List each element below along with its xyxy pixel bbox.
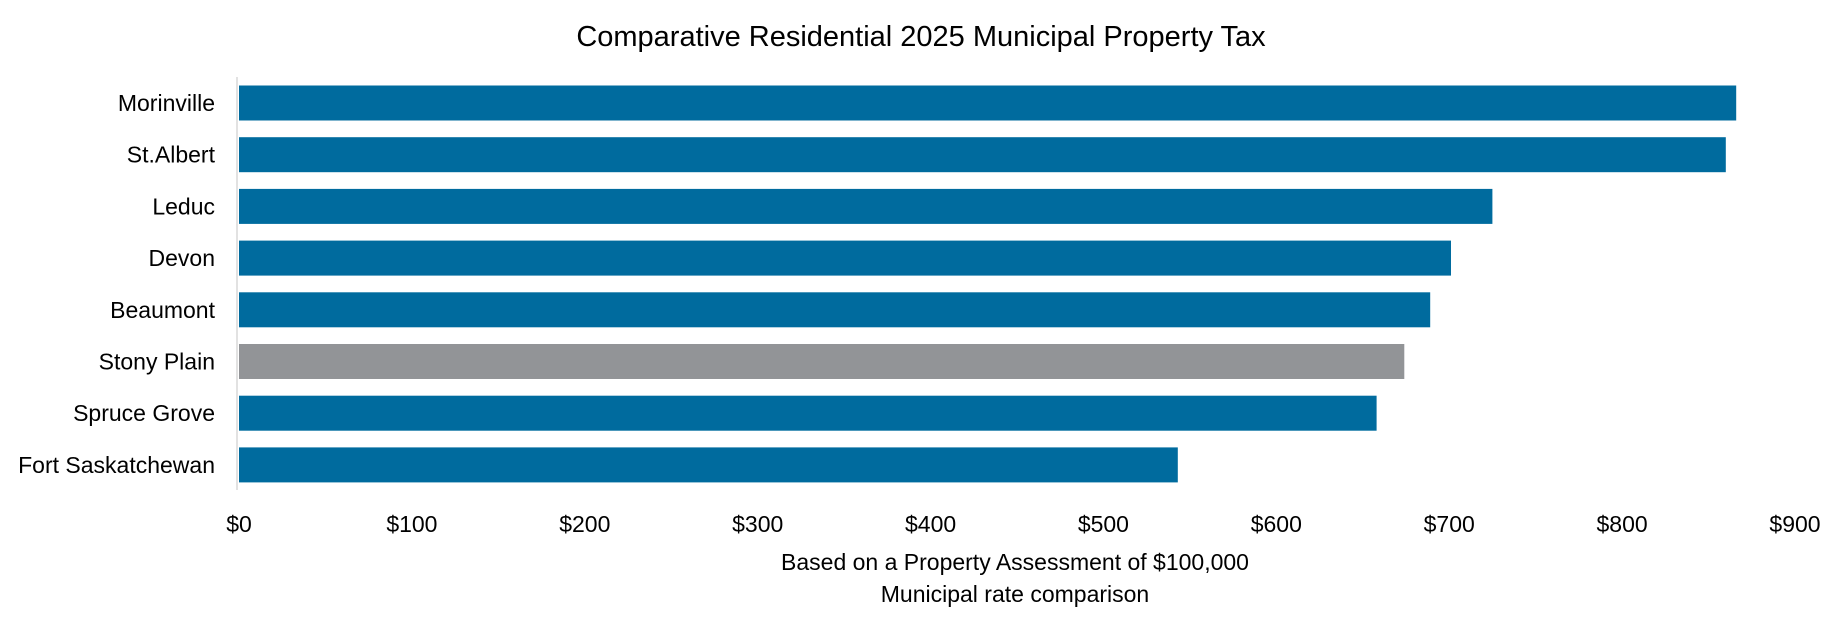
x-tick-label: $800 (1597, 511, 1648, 537)
category-label-st-albert: St.Albert (127, 142, 216, 168)
x-tick-label: $400 (905, 511, 956, 537)
x-tick-label: $200 (559, 511, 610, 537)
bar-beaumont (239, 292, 1431, 328)
chart-title: Comparative Residential 2025 Municipal P… (576, 21, 1266, 53)
x-axis-label-line-2: Municipal rate comparison (881, 581, 1149, 607)
x-tick-labels: $0 $100 $200 $300 $400 $500 $600 $700 $800 $900 (226, 511, 1820, 537)
category-label-devon: Devon (149, 245, 215, 271)
x-tick-label: $100 (386, 511, 437, 537)
bar-devon (239, 240, 1451, 276)
bars-group (239, 85, 1737, 483)
category-label-leduc: Leduc (152, 193, 215, 219)
x-tick-label: $300 (732, 511, 783, 537)
bar-stony-plain (239, 344, 1405, 379)
bar-spruce-grove (239, 395, 1377, 431)
category-label-fort-saskatchewan: Fort Saskatchewan (18, 452, 215, 478)
x-tick-label: $600 (1251, 511, 1302, 537)
bar-st-albert (239, 137, 1726, 173)
x-tick-label: $500 (1078, 511, 1129, 537)
x-axis-label-line-1: Based on a Property Assessment of $100,0… (781, 549, 1249, 575)
x-tick-label: $700 (1424, 511, 1475, 537)
bar-fort-saskatchewan (239, 447, 1178, 483)
category-label-beaumont: Beaumont (110, 297, 215, 323)
category-label-spruce-grove: Spruce Grove (73, 400, 215, 426)
bar-leduc (239, 188, 1493, 224)
x-tick-label: $900 (1769, 511, 1820, 537)
x-tick-label: $0 (226, 511, 252, 537)
category-labels: Morinville St.Albert Leduc Devon Beaumont Sto… (18, 90, 215, 478)
bar-morinville (239, 85, 1737, 121)
category-label-stony-plain: Stony Plain (99, 349, 215, 375)
category-label-morinville: Morinville (118, 90, 215, 116)
